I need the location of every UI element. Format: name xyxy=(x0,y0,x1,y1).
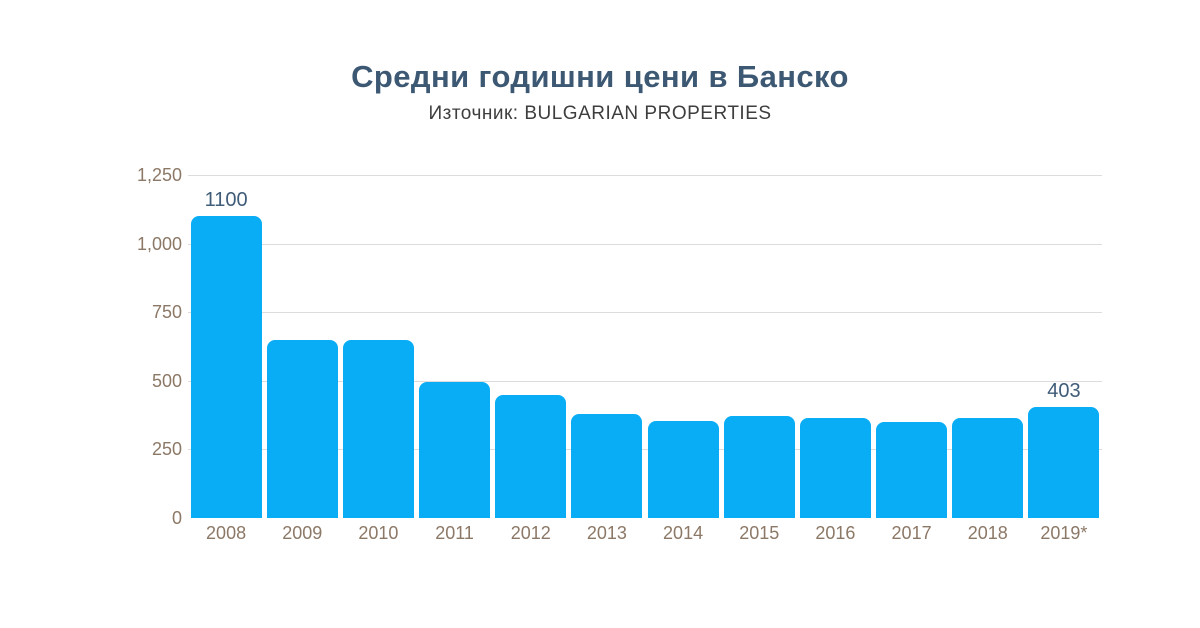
bar-2019 xyxy=(1028,407,1100,518)
gridline xyxy=(188,312,1102,314)
bar-2008 xyxy=(190,216,262,518)
x-axis-label: 2019* xyxy=(1040,523,1088,543)
x-axis-label: 2012 xyxy=(510,523,551,543)
y-axis-tick-label: 500 xyxy=(151,370,182,391)
bar-2010 xyxy=(342,339,414,518)
x-axis-label: 2010 xyxy=(358,523,399,543)
y-axis-tick-label: 1,250 xyxy=(136,165,182,185)
chart-header: Средни годишни цени в Банско Източник: B… xyxy=(0,60,1200,125)
y-axis-tick-label: 0 xyxy=(171,508,182,528)
gridline xyxy=(188,175,1102,176)
bar-2018 xyxy=(952,417,1024,518)
x-axis-label: 2018 xyxy=(967,523,1008,543)
gridline xyxy=(188,380,1102,382)
bar-2009 xyxy=(266,339,338,518)
chart-subtitle: Източник: BULGARIAN PROPERTIES xyxy=(428,103,772,124)
x-axis-label: 2016 xyxy=(815,523,856,543)
bar-2012 xyxy=(495,394,567,518)
gridline xyxy=(188,449,1102,451)
x-axis-label: 2008 xyxy=(206,523,247,543)
x-axis-label: 2013 xyxy=(586,523,627,543)
plot-area: 1100 403 xyxy=(188,175,1102,518)
x-axis-label: 2017 xyxy=(891,523,932,543)
bar-2015 xyxy=(723,416,795,518)
bar-value-label: 403 xyxy=(1047,380,1081,403)
chart-title: Средни годишни цени в Банско xyxy=(351,59,849,94)
bar-2013 xyxy=(571,413,643,518)
y-axis-tick-label: 250 xyxy=(151,439,182,460)
bar-2017 xyxy=(876,421,948,518)
bar-2016 xyxy=(799,417,871,518)
x-axis-label: 2015 xyxy=(739,523,780,543)
x-axis-labels: 2008 2009 2010 2011 2012 2013 2014 2015 2016 2017… xyxy=(188,523,1102,545)
x-axis-label: 2014 xyxy=(663,523,704,543)
gridline xyxy=(188,243,1102,245)
x-axis-label: 2009 xyxy=(282,523,323,543)
x-axis-label: 2011 xyxy=(435,523,474,543)
bar-2011 xyxy=(419,382,491,518)
y-axis-tick-label: 750 xyxy=(151,302,182,323)
bar-2014 xyxy=(647,420,719,518)
y-axis-labels: 0 250 500 750 1,000 1,250 xyxy=(0,165,182,528)
bar-value-label: 1100 xyxy=(204,189,248,212)
y-axis-tick-label: 1,000 xyxy=(136,233,182,254)
